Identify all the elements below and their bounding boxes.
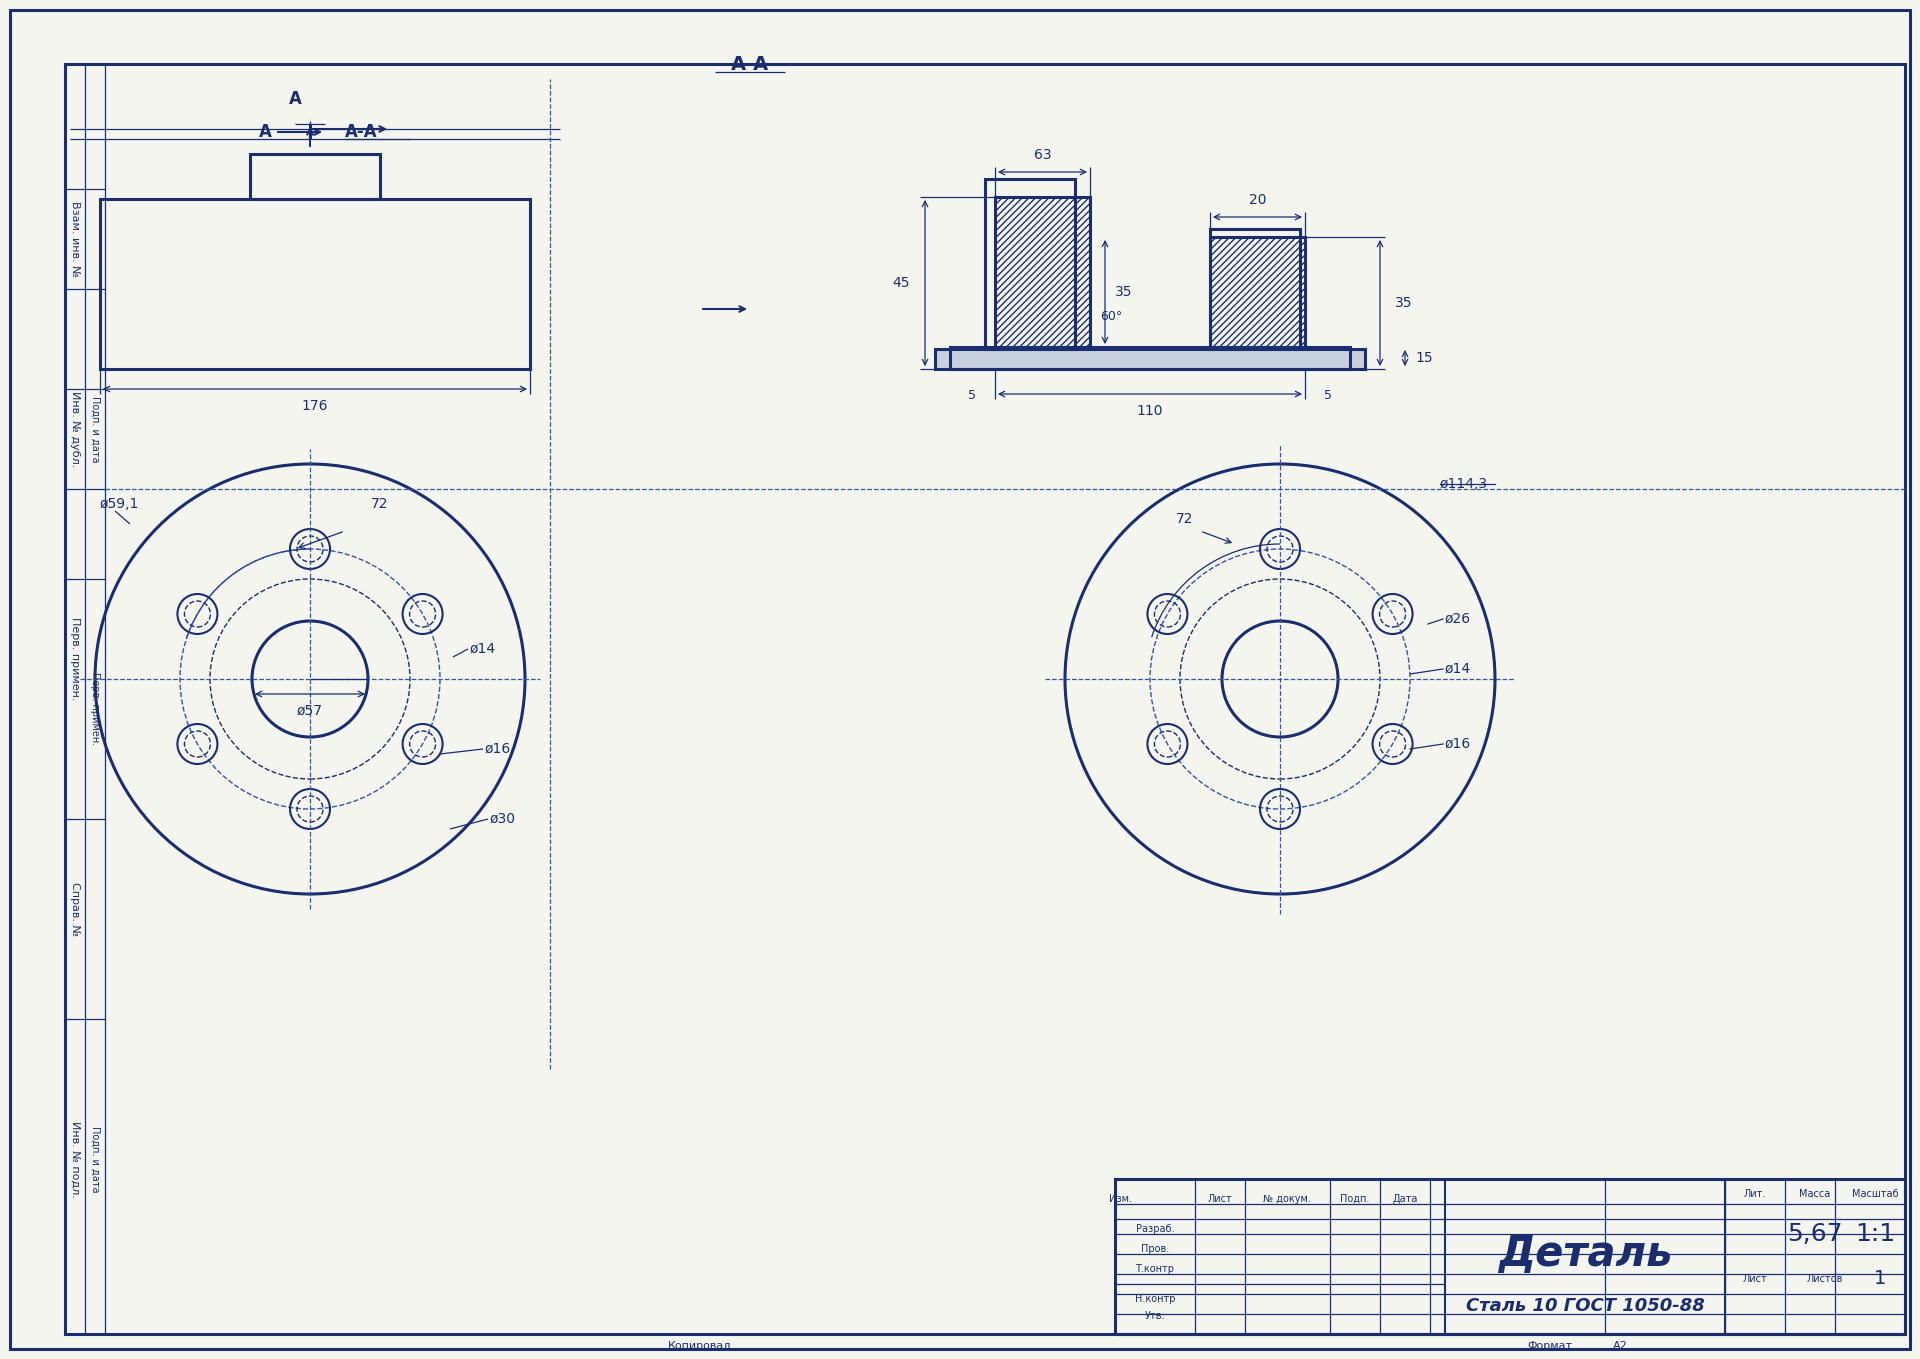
Text: ø114,3: ø114,3 (1440, 477, 1488, 491)
Text: Утв.: Утв. (1144, 1311, 1165, 1321)
Text: Взам. инв. №: Взам. инв. № (69, 201, 81, 277)
Text: Сталь 10 ГОСТ 1050-88: Сталь 10 ГОСТ 1050-88 (1465, 1296, 1705, 1316)
Text: А-А: А-А (346, 124, 378, 141)
Text: 5: 5 (968, 389, 975, 402)
Bar (100, 198, 530, 370)
Text: 20: 20 (1248, 193, 1267, 207)
Text: ø14: ø14 (1446, 662, 1471, 675)
Text: Подп. и дата: Подп. и дата (90, 1125, 100, 1192)
Text: Масштаб: Масштаб (1851, 1189, 1899, 1199)
Text: 176: 176 (301, 400, 328, 413)
Text: 35: 35 (1396, 296, 1413, 310)
Text: Лист: Лист (1208, 1195, 1233, 1204)
Text: 15: 15 (1415, 351, 1432, 366)
Text: ø57: ø57 (298, 704, 323, 718)
Bar (985, 179, 1075, 349)
Bar (995, 197, 1091, 347)
Text: Т.контр: Т.контр (1135, 1264, 1175, 1273)
Text: Подп.: Подп. (1340, 1195, 1369, 1204)
Text: 60°: 60° (1100, 310, 1123, 323)
Text: ø16: ø16 (486, 742, 511, 756)
Text: 5,67: 5,67 (1788, 1222, 1843, 1246)
Text: Инв. № дубл.: Инв. № дубл. (69, 391, 81, 467)
Text: 5: 5 (1325, 389, 1332, 402)
Text: Листов: Листов (1807, 1273, 1843, 1284)
Text: Формат: Формат (1528, 1341, 1572, 1351)
Text: Масса: Масса (1799, 1189, 1830, 1199)
Text: Справ. №: Справ. № (69, 882, 81, 936)
Bar (950, 347, 1350, 370)
Text: Перв. примен.: Перв. примен. (90, 673, 100, 746)
Text: A2: A2 (1613, 1341, 1628, 1351)
Text: ø59,1: ø59,1 (100, 497, 140, 511)
Text: Подп. и дата: Подп. и дата (90, 395, 100, 462)
Text: 1: 1 (1874, 1269, 1885, 1288)
Text: 45: 45 (893, 276, 910, 289)
Text: ø30: ø30 (490, 811, 516, 826)
Text: Лит.: Лит. (1743, 1189, 1766, 1199)
Text: 1:1: 1:1 (1855, 1222, 1895, 1246)
Bar (250, 154, 380, 198)
Text: Изм.: Изм. (1108, 1195, 1131, 1204)
Text: 35: 35 (1116, 285, 1133, 299)
Bar (935, 349, 1365, 370)
Text: Инв. № подл.: Инв. № подл. (69, 1121, 81, 1197)
Bar (1116, 1180, 1905, 1335)
Text: Пров.: Пров. (1140, 1243, 1169, 1254)
Text: Н.контр: Н.контр (1135, 1294, 1175, 1305)
Text: 72: 72 (371, 497, 388, 511)
Text: 110: 110 (1137, 404, 1164, 419)
Text: 63: 63 (1033, 148, 1052, 162)
Text: Разраб.: Разраб. (1137, 1224, 1175, 1234)
Text: Копировал: Копировал (668, 1341, 732, 1351)
Bar (1210, 230, 1300, 349)
Text: А-А: А-А (732, 54, 770, 73)
Text: № докум.: № докум. (1263, 1195, 1311, 1204)
Text: Лист: Лист (1743, 1273, 1768, 1284)
Text: Перв. примен.: Перв. примен. (69, 617, 81, 701)
Text: ø14: ø14 (470, 641, 495, 656)
Text: А: А (288, 90, 301, 107)
Bar (1210, 236, 1306, 347)
Text: ø16: ø16 (1446, 737, 1471, 752)
Text: Дата: Дата (1392, 1195, 1417, 1204)
Text: 72: 72 (1177, 512, 1194, 526)
Text: А: А (259, 124, 271, 141)
Text: ø26: ø26 (1446, 612, 1471, 626)
Text: Деталь: Деталь (1498, 1233, 1672, 1275)
